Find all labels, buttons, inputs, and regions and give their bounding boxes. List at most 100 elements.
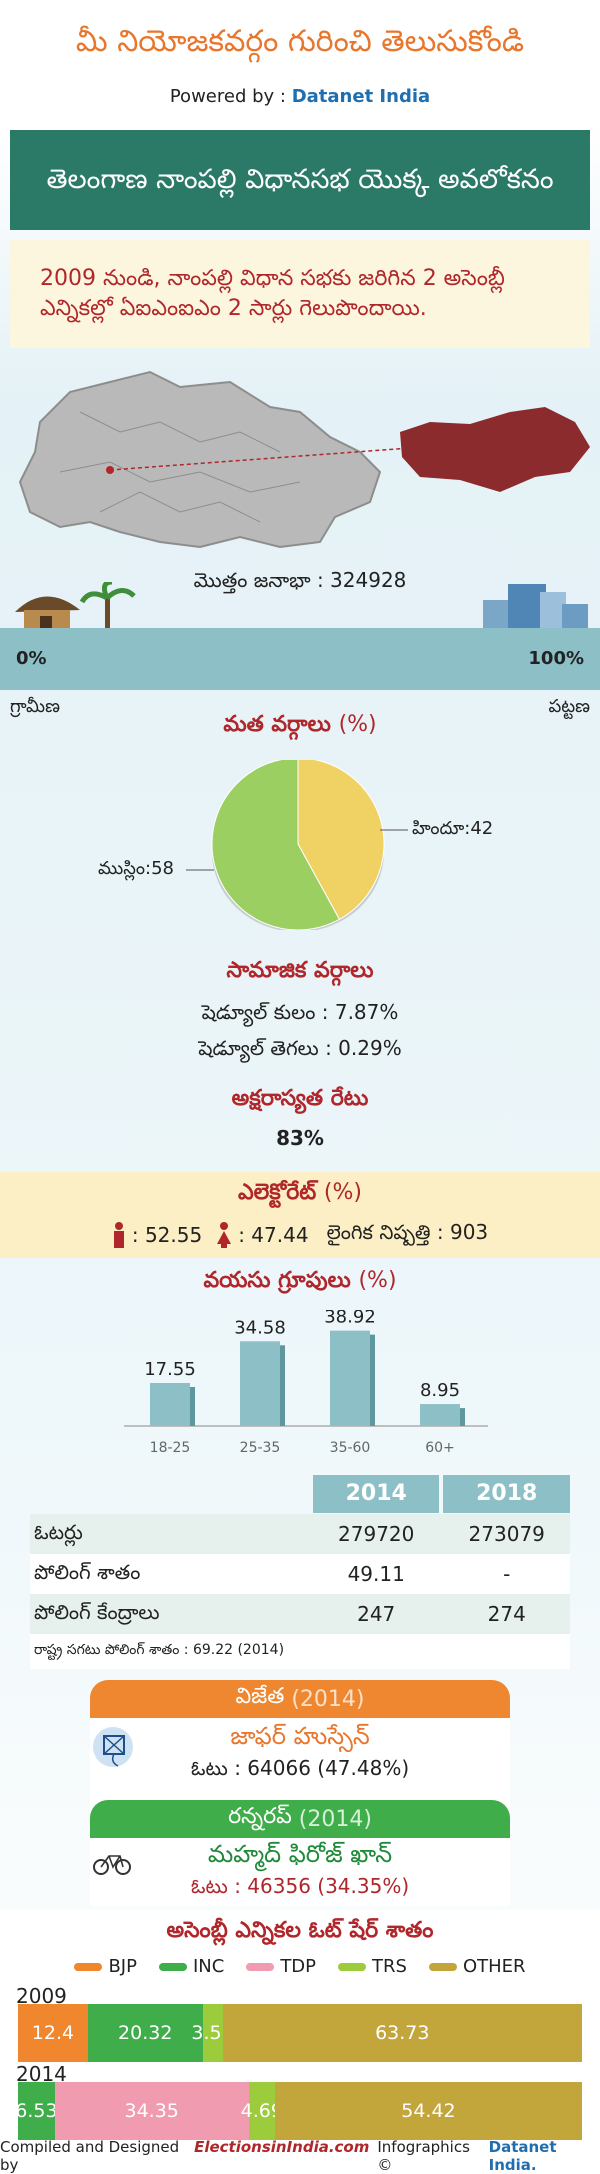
telangana-map-icon (18, 370, 590, 549)
footer-brand-electionsinindia: ElectionsinIndia.com (194, 2138, 370, 2156)
age-bar-shadow (190, 1387, 195, 1426)
urban-percent: 100% (528, 648, 584, 669)
table-cell: 247 (357, 1602, 396, 1626)
legend-swatch (158, 1963, 187, 1971)
legend-item-tdp: TDP (246, 1956, 316, 1977)
electorate-title-text: ఎలెక్టోరేట్ (237, 1180, 317, 1205)
runnerup-title: రన్నరప్ (228, 1804, 292, 1829)
age-bar-value: 38.92 (324, 1310, 376, 1328)
social-title: సామాజిక వర్గాలు (226, 958, 374, 983)
year-label-2009: 2009 (16, 1984, 67, 2008)
legend-label: INC (192, 1956, 225, 1977)
runnerup-year: (2014) (298, 1806, 372, 1832)
age-title: వయసు గ్రూపులు (%) (0, 1268, 600, 1298)
table-cell: 274 (487, 1602, 526, 1626)
bicycle-symbol-icon (93, 1855, 131, 1875)
table-cell: 49.11 (347, 1562, 405, 1586)
urban-buildings-icon (483, 584, 588, 632)
table-row: పోలింగ్ శాతం 49.11 - (30, 1554, 570, 1594)
age-tick-label: 18-25 (150, 1440, 191, 1456)
population-total: మొత్తం జనాభా : 324928 (193, 568, 407, 592)
pie-label-hindu: హిందూ:42 (412, 818, 494, 839)
religion-title-text: మత వర్గాలు (223, 712, 331, 737)
table-cell: ఓటర్లు (34, 1519, 83, 1544)
winner-header: విజేత (2014) (90, 1680, 510, 1718)
legend-item-bjp: BJP (74, 1956, 137, 1977)
age-bar-chart: 17.55 18-25 34.58 25-35 38.92 35-60 8.95 60+ (124, 1310, 488, 1456)
intro-text: 2009 నుండి, నాంపల్లి విధాన సభకు జరిగిన 2… (40, 266, 505, 321)
legend-item-trs: TRS (338, 1956, 407, 1977)
table-cell: పోలింగ్ శాతం (34, 1559, 141, 1584)
legend-swatch (74, 1963, 103, 1971)
table-header-2018: 2018 (443, 1475, 570, 1513)
legend-swatch (338, 1963, 367, 1971)
religion-pie-chart (186, 760, 408, 930)
runnerup-votes: ఓటు : 46356 (34.35%) (190, 1874, 410, 1898)
table-row: పోలింగ్ కేంద్రాలు 247 274 (30, 1594, 570, 1634)
vote-share-legend: BJP INC TDP TRS OTHER (0, 1956, 600, 1977)
age-bar-shadow (370, 1334, 375, 1426)
age-unit: (%) (358, 1268, 397, 1293)
footer-mid: Infographics © (377, 2138, 470, 2174)
age-bar-35-60 (330, 1330, 370, 1426)
kite-symbol-icon (93, 1727, 133, 1767)
runnerup-name: మహ్మద్ ఫిరోజ్ ఖాన్ (207, 1840, 393, 1868)
social-st: షెడ్యూల్ తెగలు : 0.29% (198, 1036, 402, 1060)
male-icon (113, 1221, 124, 1248)
table-cell: పోలింగ్ కేంద్రాలు (34, 1599, 160, 1624)
footer-text: Compiled and Designed by (0, 2138, 180, 2174)
table-row: ఓటర్లు 279720 273079 (30, 1514, 570, 1554)
footer-brand-datanet: Datanet India. (488, 2138, 557, 2174)
literacy-value: 83% (276, 1126, 324, 1150)
runnerup-header: రన్నరప్ (2014) (90, 1800, 510, 1838)
literacy-title: అక్షరాస్యత రేటు (231, 1086, 369, 1111)
winner-title: విజేత (235, 1684, 285, 1709)
overview-title-text: తెలంగాణ నాంపల్లి విధానసభ యొక్క అవలోకనం (46, 163, 554, 195)
female-share: : 47.44 (238, 1222, 309, 1247)
pie-slice-1 (211, 760, 341, 930)
age-tick-label: 60+ (425, 1440, 455, 1456)
age-bar-value: 34.58 (234, 1317, 286, 1338)
female-icon (217, 1221, 232, 1248)
powered-by: Powered by : Datanet India (0, 86, 600, 107)
pie-label-muslim: ముస్లిం:58 (98, 858, 175, 879)
legend-swatch (246, 1963, 275, 1971)
vote-share-title: అసెంబ్లీ ఎన్నికల ఓట్ షేర్ శాతం (166, 1918, 434, 1943)
legend-item-inc: INC (158, 1956, 225, 1977)
state-average-note: రాష్ట్ర సగటు పోలింగ్ శాతం : 69.22 (2014) (30, 1634, 570, 1669)
table-header-row: 2014 2018 (30, 1474, 570, 1514)
electorate-row: : 52.55 : 47.44 లైంగిక నిష్పత్తి : 903 (0, 1220, 600, 1249)
vote-share-section (0, 1910, 600, 2166)
religion-unit: (%) (338, 712, 377, 737)
age-bar-18-25 (150, 1383, 190, 1426)
sex-ratio: లైంగిక నిష్పత్తి : 903 (326, 1220, 489, 1244)
powered-brand: Datanet India (291, 86, 431, 107)
religion-title: మత వర్గాలు (%) (0, 712, 600, 742)
age-bar-60+ (420, 1404, 460, 1426)
age-bar-shadow (280, 1345, 285, 1426)
age-bar-shadow (460, 1408, 465, 1426)
pie-slice-0 (297, 760, 385, 921)
legend-label: OTHER (462, 1956, 526, 1977)
winner-votes: ఓటు : 64066 (47.48%) (190, 1756, 410, 1780)
footer: Compiled and Designed by ElectionsinIndi… (0, 2138, 600, 2174)
legend-label: BJP (108, 1956, 137, 1977)
electorate-title: ఎలెక్టోరేట్ (%) (0, 1180, 600, 1210)
age-title-text: వయసు గ్రూపులు (203, 1268, 351, 1293)
legend-swatch (428, 1963, 457, 1971)
table-cell: 273079 (468, 1522, 545, 1546)
urban-share-bar (0, 628, 600, 690)
winner-body (90, 1718, 510, 1814)
electorate-unit: (%) (323, 1180, 362, 1205)
legend-label: TRS (372, 1956, 407, 1977)
rural-label: గ్రామీణ (10, 696, 60, 717)
winner-year: (2014) (291, 1686, 365, 1712)
overview-title: తెలంగాణ నాంపల్లి విధానసభ యొక్క అవలోకనం (10, 130, 590, 230)
age-tick-label: 25-35 (240, 1440, 281, 1456)
social-sc: షెడ్యూల్ కులం : 7.87% (201, 1000, 399, 1024)
rural-percent: 0% (16, 648, 47, 669)
intro-box: 2009 నుండి, నాంపల్లి విధాన సభకు జరిగిన 2… (10, 240, 590, 348)
legend-label: TDP (280, 1956, 317, 1977)
age-bar-25-35 (240, 1341, 280, 1426)
